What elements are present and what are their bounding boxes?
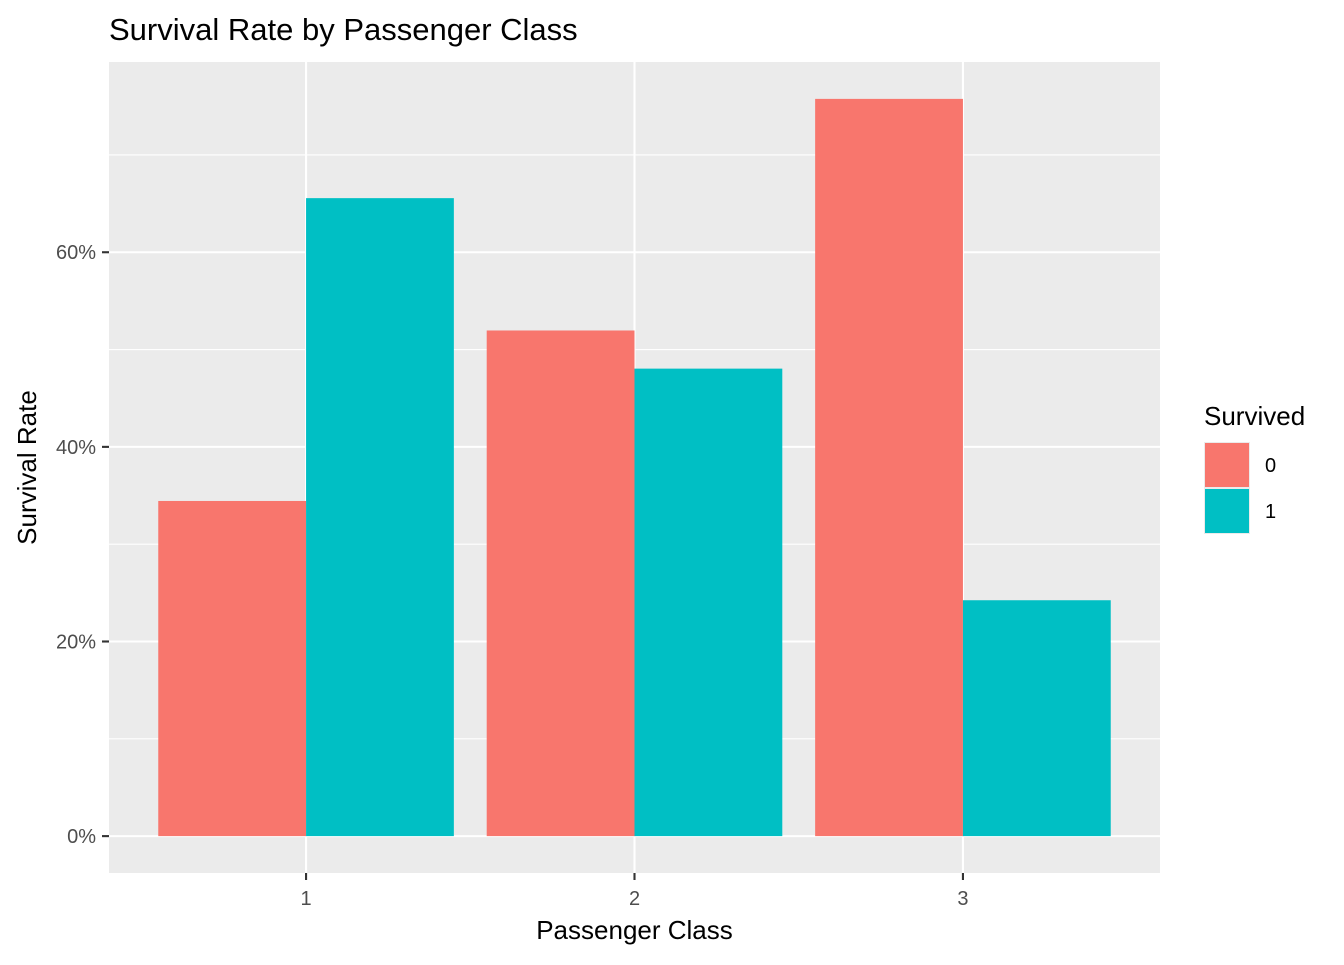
- y-tick-label-3: 60%: [56, 242, 96, 264]
- legend-title: Survived: [1204, 401, 1305, 431]
- legend-swatch-0: [1205, 443, 1249, 487]
- y-axis-title: Survival Rate: [12, 390, 42, 545]
- bar-survived-1-class-3: [962, 600, 1111, 837]
- y-tick-label-1: 20%: [56, 631, 96, 653]
- chart-title: Survival Rate by Passenger Class: [109, 12, 578, 47]
- bar-survived-0-class-2: [486, 330, 635, 837]
- bar-survived-1-class-2: [634, 368, 783, 837]
- x-axis-title: Passenger Class: [536, 915, 733, 945]
- y-tick-label-2: 40%: [56, 437, 96, 459]
- x-tick-label-1: 2: [629, 888, 640, 910]
- x-axis: 1 2 3: [301, 873, 969, 910]
- y-tick-label-0: 0%: [67, 826, 96, 848]
- legend-label-1: 1: [1265, 501, 1276, 523]
- bars: [158, 98, 1111, 837]
- x-tick-label-0: 1: [301, 888, 312, 910]
- legend-swatch-1: [1205, 489, 1249, 533]
- x-tick-label-2: 3: [957, 888, 968, 910]
- bar-survived-0-class-3: [815, 98, 963, 837]
- bar-survived-1-class-1: [306, 198, 454, 837]
- legend: Survived 01: [1204, 401, 1305, 534]
- bar-survived-0-class-1: [158, 500, 307, 837]
- legend-items: 01: [1204, 442, 1276, 534]
- legend-label-0: 0: [1265, 455, 1276, 477]
- y-axis: 0% 20% 40% 60%: [56, 242, 109, 848]
